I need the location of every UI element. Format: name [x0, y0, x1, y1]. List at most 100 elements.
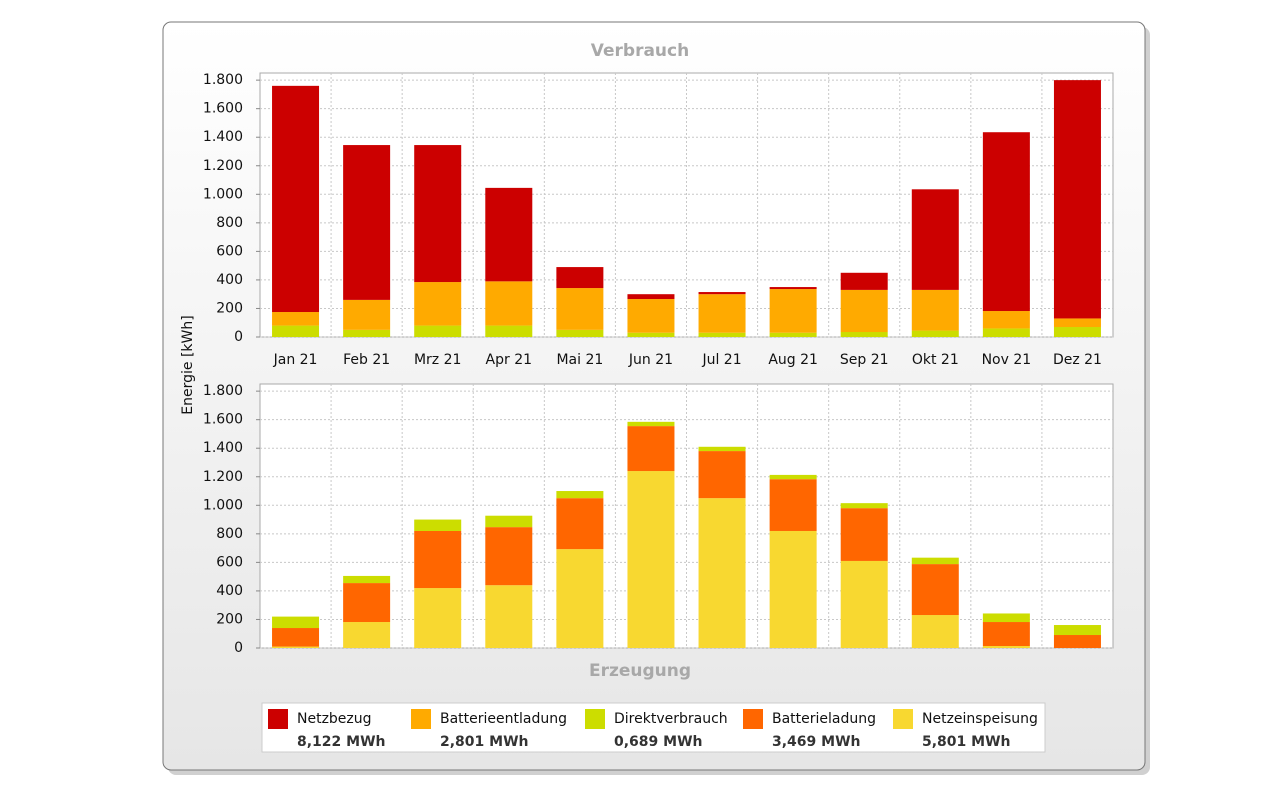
legend — [261, 702, 1046, 753]
y-tick-label: 200 — [216, 611, 243, 627]
legend-total: 2,801 MWh — [440, 734, 529, 750]
bar-segment — [1053, 327, 1101, 337]
y-tick-label: 400 — [216, 272, 243, 288]
bar-segment — [911, 289, 959, 331]
bar-segment — [627, 299, 675, 333]
bar-segment — [485, 325, 533, 337]
bar-segment — [272, 325, 320, 337]
bar-segment — [627, 426, 675, 472]
y-tick-label: 600 — [216, 243, 243, 259]
bar-segment — [272, 312, 320, 326]
legend-label: Netzbezug — [297, 711, 372, 727]
y-tick-label: 800 — [216, 526, 243, 542]
bar-segment — [698, 446, 746, 452]
bar-segment — [982, 646, 1030, 648]
bar-segment — [698, 498, 746, 648]
bar-segment — [272, 616, 320, 629]
bar-segment — [840, 332, 888, 337]
x-tick-label: Jun 21 — [628, 352, 673, 368]
y-tick-label: 0 — [234, 329, 243, 345]
y-tick-label: 200 — [216, 300, 243, 316]
y-tick-label: 1.400 — [203, 129, 243, 145]
y-tick-label: 1.600 — [203, 101, 243, 117]
bar-segment — [556, 267, 604, 289]
bar-segment — [911, 189, 959, 290]
bar-segment — [343, 299, 391, 330]
bar-segment — [769, 289, 817, 333]
bar-segment — [769, 332, 817, 337]
bar-segment — [982, 311, 1030, 329]
x-tick-label: Mrz 21 — [414, 352, 461, 368]
bar-segment — [414, 530, 462, 589]
x-tick-label: Nov 21 — [982, 352, 1032, 368]
bar-segment — [556, 491, 604, 499]
legend-swatch — [585, 709, 605, 729]
y-axis-label: Energie [kWh] — [180, 315, 196, 414]
y-tick-label: 1.800 — [203, 72, 243, 88]
legend-total: 5,801 MWh — [922, 734, 1011, 750]
bar-segment — [698, 294, 746, 333]
top-title: Verbrauch — [591, 41, 689, 61]
bar-segment — [272, 85, 320, 313]
y-tick-label: 1.000 — [203, 497, 243, 513]
legend-total: 8,122 MWh — [297, 734, 386, 750]
bar-segment — [840, 508, 888, 561]
bar-segment — [343, 575, 391, 584]
bar-segment — [414, 588, 462, 648]
bar-segment — [1053, 318, 1101, 328]
bar-segment — [982, 328, 1030, 337]
bar-segment — [556, 549, 604, 648]
bar-segment — [911, 564, 959, 616]
y-tick-label: 600 — [216, 554, 243, 570]
x-tick-label: Okt 21 — [912, 352, 959, 368]
y-tick-label: 1.800 — [203, 383, 243, 399]
bar-segment — [1053, 625, 1101, 636]
y-tick-label: 1.200 — [203, 158, 243, 174]
bar-segment — [414, 145, 462, 283]
legend-swatch — [743, 709, 763, 729]
y-tick-label: 1.400 — [203, 440, 243, 456]
bar-segment — [627, 471, 675, 648]
bar-segment — [627, 294, 675, 300]
x-tick-label: Jul 21 — [701, 352, 741, 368]
x-tick-label: Aug 21 — [768, 352, 818, 368]
legend-total: 3,469 MWh — [772, 734, 861, 750]
bar-segment — [627, 332, 675, 337]
bar-segment — [627, 421, 675, 427]
bar-segment — [343, 145, 391, 300]
bar-segment — [1053, 635, 1101, 648]
bar-segment — [911, 557, 959, 565]
y-tick-label: 0 — [234, 640, 243, 656]
bar-segment — [698, 292, 746, 295]
y-tick-label: 1.600 — [203, 412, 243, 428]
legend-label: Batterieentladung — [440, 711, 567, 727]
x-tick-label: Feb 21 — [343, 352, 390, 368]
bar-segment — [485, 515, 533, 528]
y-tick-label: 1.000 — [203, 186, 243, 202]
x-tick-label: Dez 21 — [1053, 352, 1102, 368]
bar-segment — [556, 288, 604, 330]
bar-segment — [769, 530, 817, 648]
bar-segment — [840, 289, 888, 333]
bar-segment — [343, 622, 391, 648]
legend-swatch — [411, 709, 431, 729]
bar-segment — [911, 615, 959, 648]
x-tick-label: Mai 21 — [556, 352, 603, 368]
bar-segment — [982, 613, 1030, 623]
y-tick-label: 800 — [216, 215, 243, 231]
bar-segment — [485, 281, 533, 326]
legend-total: 0,689 MWh — [614, 734, 703, 750]
bar-segment — [485, 187, 533, 282]
bar-segment — [272, 628, 320, 647]
bar-segment — [343, 583, 391, 623]
bar-segment — [769, 287, 817, 290]
bar-segment — [840, 503, 888, 509]
legend-label: Direktverbrauch — [614, 711, 728, 727]
bar-segment — [982, 132, 1030, 312]
bar-segment — [698, 451, 746, 499]
bar-segment — [1053, 80, 1101, 319]
bar-segment — [911, 330, 959, 337]
bar-segment — [698, 332, 746, 337]
